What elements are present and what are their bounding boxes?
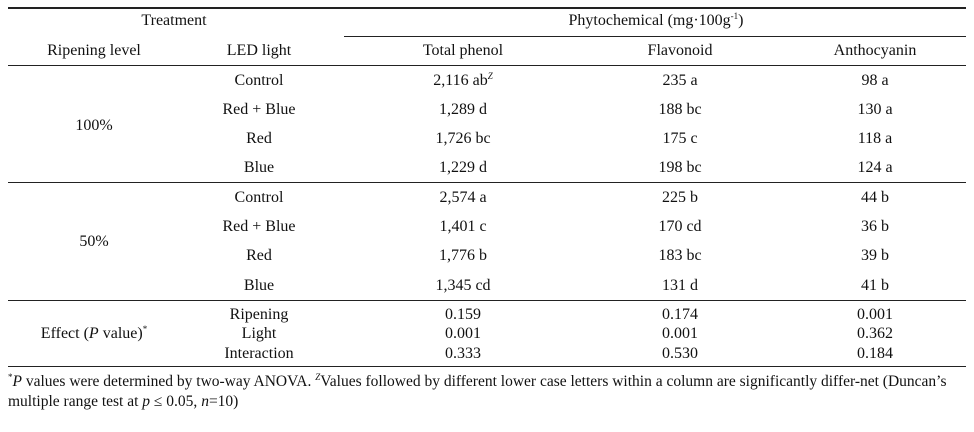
effect-name-cell: Light bbox=[241, 325, 277, 342]
effect-divider-rule bbox=[8, 300, 966, 301]
led-light-header: LED light bbox=[226, 42, 292, 59]
flavonoid-cell: 170 cd bbox=[658, 218, 702, 235]
text-fragment: Values followed by different lower case … bbox=[8, 373, 947, 410]
text-fragment: p bbox=[142, 393, 151, 410]
anthocyanin-cell: 124 a bbox=[857, 159, 893, 176]
phenol-cell: 1,229 d bbox=[439, 159, 487, 176]
effect-anthocyanin-cell: 0.362 bbox=[857, 325, 893, 342]
text-fragment: P bbox=[12, 373, 22, 390]
led-cell: Red + Blue bbox=[222, 218, 296, 235]
effect-name-cell: Ripening bbox=[229, 306, 289, 323]
effect-flavonoid-cell: 0.174 bbox=[662, 306, 698, 323]
flavonoid-cell: 175 c bbox=[662, 130, 698, 147]
text-fragment: 2,116 ab bbox=[433, 72, 488, 89]
led-cell: Control bbox=[234, 189, 284, 206]
effect-label: Effect (P value)* bbox=[41, 325, 147, 343]
flavonoid-cell: 183 bc bbox=[658, 247, 702, 264]
anthocyanin-cell: 41 b bbox=[861, 277, 889, 294]
phytochemical-header: Phytochemical (mg·100g-1) bbox=[568, 12, 743, 30]
flavonoid-header: Flavonoid bbox=[647, 42, 713, 59]
ripening-50-label: 50% bbox=[79, 233, 109, 250]
led-cell: Red bbox=[246, 247, 272, 264]
anthocyanin-cell: 98 a bbox=[861, 72, 889, 89]
ripening-level-header: Ripening level bbox=[47, 42, 141, 59]
treatment-header: Treatment bbox=[141, 12, 207, 29]
led-cell: Red + Blue bbox=[222, 101, 296, 118]
anthocyanin-header: Anthocyanin bbox=[833, 42, 917, 59]
led-cell: Control bbox=[234, 72, 284, 89]
text-fragment: Z bbox=[487, 71, 493, 81]
table-bottom-rule bbox=[8, 366, 966, 367]
text-fragment: value) bbox=[98, 325, 143, 342]
flavonoid-cell: 131 d bbox=[662, 277, 698, 294]
led-cell: Blue bbox=[243, 277, 275, 294]
text-fragment: values were determined by two-way ANOVA. bbox=[21, 373, 316, 390]
phenol-cell: 1,726 bc bbox=[435, 130, 491, 147]
led-cell: Blue bbox=[243, 159, 275, 176]
text-fragment: Phytochemical (mg·100g bbox=[568, 12, 731, 29]
flavonoid-cell: 225 b bbox=[662, 189, 698, 206]
text-fragment: =10) bbox=[208, 393, 239, 410]
flavonoid-cell: 188 bc bbox=[658, 101, 702, 118]
anthocyanin-cell: 39 b bbox=[861, 247, 889, 264]
table-footnote: *P values were determined by two-way ANO… bbox=[8, 372, 968, 412]
flavonoid-cell: 235 a bbox=[662, 72, 698, 89]
header-bottom-rule bbox=[8, 65, 966, 66]
effect-anthocyanin-cell: 0.001 bbox=[857, 306, 893, 323]
group-divider-rule bbox=[8, 182, 966, 183]
anthocyanin-cell: 118 a bbox=[857, 130, 893, 147]
led-cell: Red bbox=[246, 130, 272, 147]
flavonoid-cell: 198 bc bbox=[658, 159, 702, 176]
phenol-cell: 1,776 b bbox=[439, 247, 487, 264]
phytochemical-underline bbox=[344, 36, 966, 37]
text-fragment: Z bbox=[315, 372, 321, 382]
text-fragment: ) bbox=[738, 12, 744, 29]
text-fragment: Effect ( bbox=[40, 325, 89, 342]
text-fragment: ≤ 0.05, bbox=[150, 393, 202, 410]
effect-phenol-cell: 0.001 bbox=[445, 325, 481, 342]
phenol-cell: 2,574 a bbox=[439, 189, 487, 206]
ripening-100-label: 100% bbox=[75, 117, 113, 134]
phenol-cell: 2,116 abZ bbox=[433, 72, 493, 90]
anthocyanin-cell: 44 b bbox=[861, 189, 889, 206]
total-phenol-header: Total phenol bbox=[422, 42, 504, 59]
phenol-cell: 1,289 d bbox=[439, 101, 487, 118]
text-fragment: * bbox=[8, 372, 13, 382]
effect-phenol-cell: 0.159 bbox=[445, 306, 481, 323]
text-fragment: * bbox=[142, 324, 148, 334]
effect-flavonoid-cell: 0.001 bbox=[662, 325, 698, 342]
text-fragment: P bbox=[88, 325, 99, 342]
top-rule bbox=[8, 7, 966, 9]
anthocyanin-cell: 130 a bbox=[857, 101, 893, 118]
phenol-cell: 1,401 c bbox=[439, 218, 487, 235]
text-fragment: -1 bbox=[730, 11, 739, 21]
effect-name-cell: Interaction bbox=[224, 345, 294, 362]
effect-flavonoid-cell: 0.530 bbox=[662, 345, 698, 362]
text-fragment: n bbox=[201, 393, 209, 410]
anthocyanin-cell: 36 b bbox=[861, 218, 889, 235]
effect-phenol-cell: 0.333 bbox=[445, 345, 481, 362]
effect-anthocyanin-cell: 0.184 bbox=[857, 345, 893, 362]
phenol-cell: 1,345 cd bbox=[435, 277, 491, 294]
